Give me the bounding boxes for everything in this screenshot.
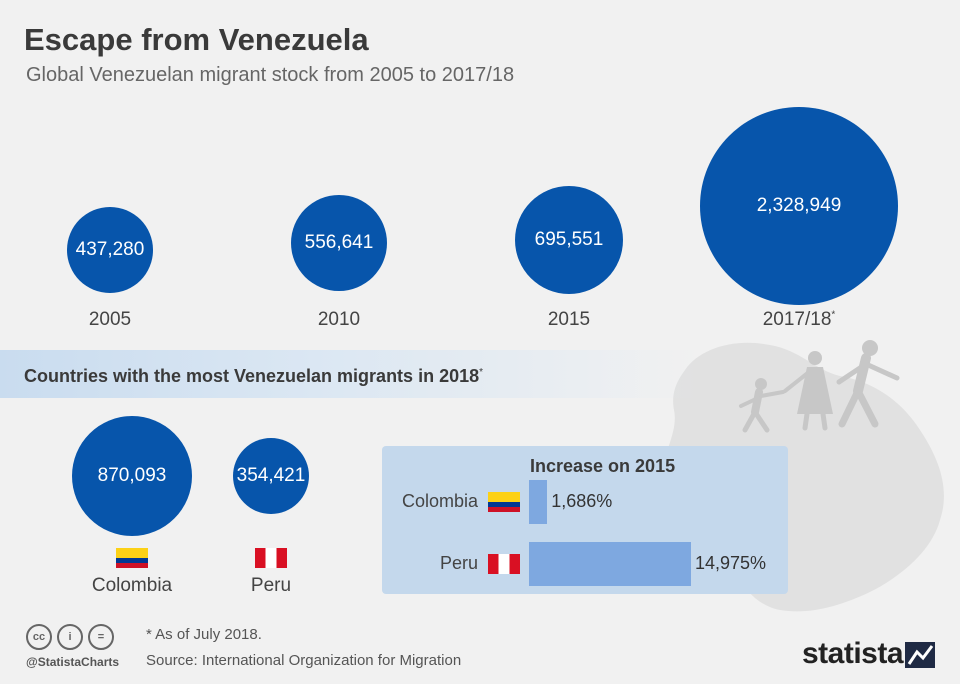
social-handle: @StatistaCharts (26, 655, 120, 669)
year-label-2005: 2005 (88, 309, 132, 330)
section-heading: Countries with the most Venezuelan migra… (24, 366, 484, 386)
country-label-peru: Peru (250, 575, 292, 596)
year-label-2010: 2010 (317, 309, 361, 330)
footnote: * As of July 2018. (146, 626, 262, 643)
colombia-flag-icon (488, 492, 520, 512)
chart-title: Escape from Venezuela (24, 22, 369, 57)
peru-flag-icon (488, 554, 520, 574)
bubble-colombia: 870,093 (72, 416, 192, 536)
brand-logo[interactable]: statista (802, 637, 904, 670)
increase-value-peru: 14,975% (695, 553, 767, 573)
license-icons: cc i = (26, 624, 114, 650)
bubble-2015: 695,551 (514, 185, 624, 295)
bubble-2010: 556,641 (290, 194, 388, 292)
increase-title: Increase on 2015 (530, 456, 676, 476)
no-derivatives-icon: = (88, 624, 114, 650)
increase-label-peru: Peru (439, 553, 478, 573)
attribution-icon: i (57, 624, 83, 650)
creative-commons-icon: cc (26, 624, 52, 650)
chart-subtitle: Global Venezuelan migrant stock from 200… (26, 64, 515, 86)
colombia-flag-icon (116, 548, 148, 568)
increase-label-colombia: Colombia (401, 491, 478, 511)
country-label-colombia: Colombia (91, 575, 173, 596)
increase-bar-colombia (529, 480, 548, 524)
peru-flag-icon (255, 548, 287, 568)
bubble-peru: 354,421 (232, 437, 310, 515)
year-label-2015: 2015 (547, 309, 591, 330)
statista-logo-icon (905, 642, 935, 668)
section-band (0, 350, 700, 398)
migrant-family-icon (739, 340, 900, 433)
increase-bar-peru (529, 542, 691, 586)
source-note: Source: International Organization for M… (146, 652, 462, 669)
bubble-2017-18: 2,328,949 (700, 107, 898, 305)
year-label-2017-18: 2017/18* (762, 309, 836, 330)
bubble-2005: 437,280 (67, 207, 153, 293)
increase-value-colombia: 1,686% (551, 491, 613, 511)
